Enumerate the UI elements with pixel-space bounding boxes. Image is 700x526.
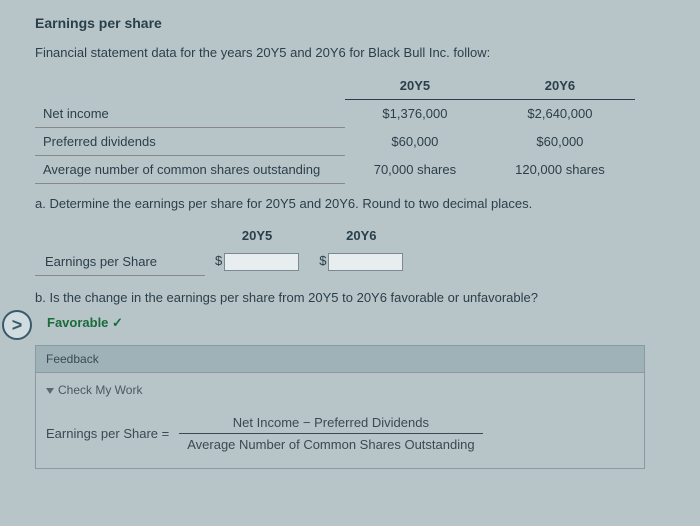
subtitle-text: Financial statement data for the years 2…: [35, 45, 690, 60]
chevron-right-icon: >: [12, 315, 23, 336]
dollar-sign: $: [319, 253, 326, 268]
eps-input-y2[interactable]: [328, 253, 403, 271]
row-label-net-income: Net income: [35, 100, 345, 128]
page-title: Earnings per share: [35, 15, 690, 31]
financial-data-table: 20Y5 20Y6 Net income $1,376,000 $2,640,0…: [35, 72, 635, 184]
year-header-2: 20Y6: [485, 72, 635, 100]
net-income-y1: $1,376,000: [345, 100, 485, 128]
check-my-work-label: Check My Work: [58, 383, 142, 397]
row-label-pref-div: Preferred dividends: [35, 127, 345, 155]
formula-fraction: Net Income − Preferred Dividends Average…: [179, 415, 482, 452]
eps-row-label: Earnings per Share: [35, 248, 205, 276]
question-a-text: a. Determine the earnings per share for …: [35, 196, 690, 211]
formula-denominator: Average Number of Common Shares Outstand…: [179, 434, 482, 452]
eps-input-y1[interactable]: [224, 253, 299, 271]
net-income-y2: $2,640,000: [485, 100, 635, 128]
pref-div-y2: $60,000: [485, 127, 635, 155]
avg-shares-y1: 70,000 shares: [345, 155, 485, 183]
row-label-avg-shares: Average number of common shares outstand…: [35, 155, 345, 183]
year-header-1: 20Y5: [345, 72, 485, 100]
checkmark-icon: ✓: [112, 315, 123, 330]
feedback-panel: Feedback Check My Work Earnings per Shar…: [35, 345, 645, 469]
next-button[interactable]: >: [2, 310, 32, 340]
answer-b-label: Favorable: [47, 315, 108, 330]
answer-b[interactable]: Favorable ✓: [35, 315, 690, 331]
check-my-work-toggle[interactable]: Check My Work: [36, 373, 644, 401]
dollar-sign: $: [215, 253, 222, 268]
question-b-text: b. Is the change in the earnings per sha…: [35, 290, 690, 305]
eps-input-table: 20Y5 20Y6 Earnings per Share $ $: [35, 223, 413, 277]
feedback-header[interactable]: Feedback: [36, 346, 644, 373]
pref-div-y1: $60,000: [345, 127, 485, 155]
avg-shares-y2: 120,000 shares: [485, 155, 635, 183]
eps-year-2: 20Y6: [309, 223, 413, 248]
eps-formula: Earnings per Share = Net Income − Prefer…: [36, 401, 644, 468]
triangle-down-icon: [46, 388, 54, 394]
formula-lhs: Earnings per Share =: [46, 426, 169, 441]
formula-numerator: Net Income − Preferred Dividends: [179, 415, 482, 434]
eps-year-1: 20Y5: [205, 223, 309, 248]
